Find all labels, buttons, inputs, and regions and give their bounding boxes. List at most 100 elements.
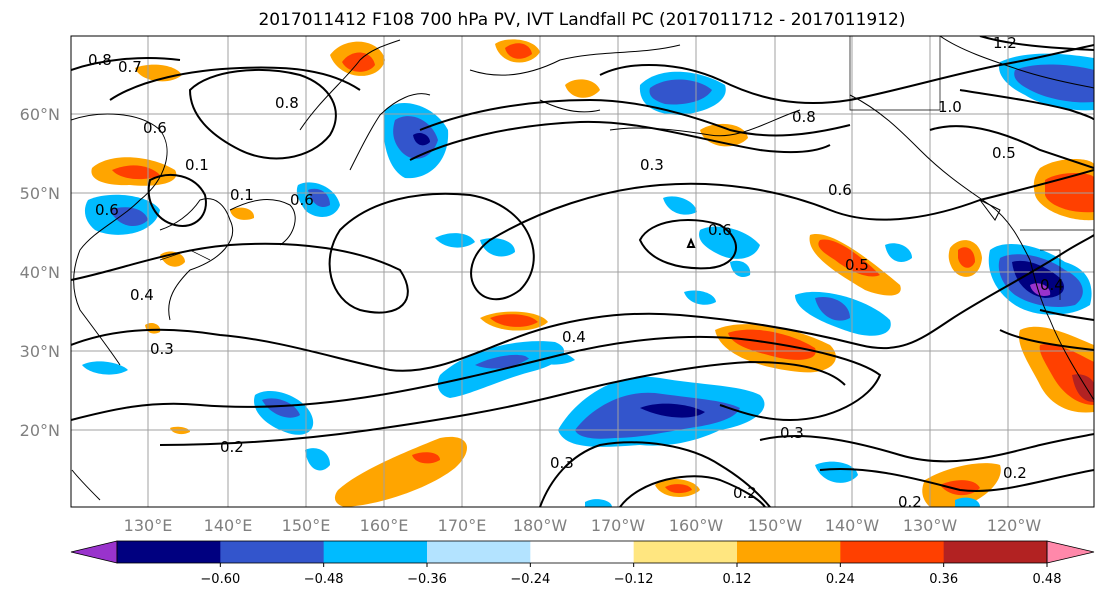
contour-label: 0.2: [898, 493, 922, 511]
negative-anomaly: [815, 461, 858, 483]
map-frame: [70, 35, 1095, 508]
pv-max-marker: [686, 237, 696, 248]
contour-label: 1.2: [993, 34, 1017, 52]
positive-anomaly: [728, 329, 816, 360]
lon-label: 170°W: [591, 516, 646, 535]
pv-contour: [109, 66, 361, 101]
pv-contour: [71, 335, 882, 422]
contour-label: 0.1: [230, 186, 254, 204]
negative-anomaly: [110, 207, 148, 226]
contour-label: 0.3: [640, 156, 664, 174]
negative-anomaly: [305, 448, 330, 471]
colorbar-tick-label: 0.36: [929, 572, 958, 587]
lon-label: 140°W: [825, 516, 880, 535]
colorbar-tick-label: 0.12: [723, 572, 752, 587]
colorbar: −0.60 −0.48 −0.36 −0.24 −0.12 0.12 0.24 0.36 0.4…: [70, 540, 1095, 587]
positive-anomaly: [818, 239, 880, 277]
negative-anomaly: [585, 499, 612, 507]
lat-label: 40°N: [20, 263, 60, 282]
colorbar-segment: [633, 541, 738, 563]
contour-label: 0.3: [780, 424, 804, 442]
pv-contour: [759, 433, 1094, 463]
lat-label: 30°N: [20, 342, 60, 361]
pv-contour: [1039, 309, 1094, 321]
pv-contour: [819, 468, 1094, 492]
lon-label: 130°W: [903, 516, 958, 535]
negative-anomaly: [815, 296, 850, 321]
pv-contour: [419, 98, 851, 137]
contour-label: 0.8: [792, 108, 816, 126]
negative-anomaly: [1012, 260, 1065, 298]
negative-anomaly: [262, 398, 300, 418]
lon-label: 180°W: [513, 516, 568, 535]
lat-label: 60°N: [20, 105, 60, 124]
pv-contour: [619, 475, 766, 507]
colorbar-tick-label: 0.48: [1033, 572, 1062, 587]
pv-contour: [979, 36, 1094, 51]
positive-anomaly: [145, 322, 161, 334]
colorbar-segment: [530, 541, 635, 563]
pv-contour: [71, 169, 1094, 314]
lat-label: 20°N: [20, 421, 60, 440]
colorbar-tick-label: −0.36: [407, 572, 447, 587]
positive-anomaly: [1072, 374, 1094, 402]
positive-anomaly: [665, 484, 692, 494]
pv-contour: [71, 234, 1094, 372]
pv-contour: [929, 125, 1094, 169]
positive-anomaly: [958, 247, 975, 268]
map-plot-area: 0.8 0.7 0.6 0.8 0.1 0.6 0.1 0.6 0.4 0.3 …: [71, 34, 1094, 511]
colorbar-extend-low: [70, 540, 118, 564]
lon-label: 170°E: [438, 516, 487, 535]
colorbar-segment: [840, 541, 945, 563]
negative-anomaly: [475, 354, 530, 369]
negative-anomaly: [1030, 283, 1051, 296]
pv-contour: [147, 174, 207, 227]
colorbar-segment: [943, 541, 1048, 563]
pv-contour: [188, 69, 337, 160]
contour-label: 0.3: [550, 454, 574, 472]
negative-anomaly: [730, 260, 751, 278]
pv-contour: [638, 219, 737, 270]
contour-label: 0.4: [130, 286, 154, 304]
lon-label: 160°E: [360, 516, 409, 535]
pv-contour: [959, 89, 1094, 121]
positive-anomaly: [565, 79, 600, 98]
lon-label: 120°W: [987, 516, 1042, 535]
contour-label: 0.8: [88, 51, 112, 69]
negative-anomaly: [663, 196, 697, 215]
lat-label: 50°N: [20, 184, 60, 203]
colorbar-tick-label: 0.24: [826, 572, 855, 587]
colorbar-tick-label: −0.60: [200, 572, 240, 587]
negative-anomaly: [955, 497, 980, 507]
contour-label: 0.6: [143, 119, 167, 137]
negative-anomaly: [699, 226, 760, 259]
latitude-labels: 20°N 30°N 40°N 50°N 60°N: [20, 105, 60, 440]
contour-label: 0.8: [275, 94, 299, 112]
contour-label: 0.5: [845, 256, 869, 274]
positive-anomaly: [230, 207, 255, 220]
pv-contour: [599, 44, 1094, 105]
contour-label: 0.2: [1003, 464, 1027, 482]
pv-contours: [71, 36, 1094, 507]
pv-contour: [159, 360, 846, 446]
contour-label: 0.1: [185, 156, 209, 174]
colorbar-segment: [117, 541, 221, 563]
contour-label: 0.6: [95, 201, 119, 219]
contour-label: 0.6: [828, 181, 852, 199]
pv-contour: [539, 441, 771, 507]
contour-label: 0.7: [118, 58, 142, 76]
colorbar-extend-high: [1046, 540, 1095, 564]
lon-label: 130°E: [124, 516, 173, 535]
contour-label: 0.2: [733, 484, 757, 502]
coastlines: [71, 36, 1094, 501]
colorbar-segment: [737, 541, 841, 563]
contour-label: 0.2: [220, 438, 244, 456]
colorbar-segment: [427, 541, 531, 563]
colorbar-tick-label: −0.24: [510, 572, 550, 587]
contour-label: 0.3: [150, 340, 174, 358]
negative-anomaly: [520, 347, 575, 365]
contour-label: 0.5: [992, 144, 1016, 162]
shaded-anomalies: [82, 39, 1094, 507]
negative-anomaly: [413, 132, 430, 146]
